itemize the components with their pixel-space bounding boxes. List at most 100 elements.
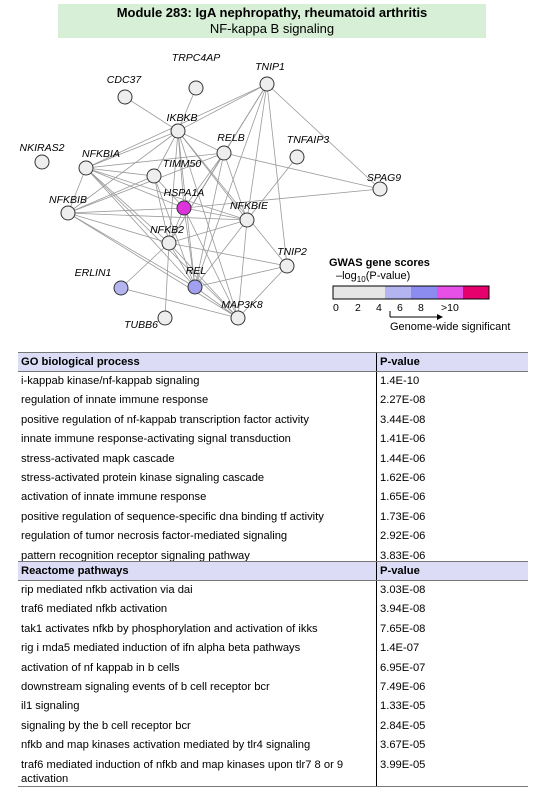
go-term: positive regulation of sequence-specific… — [21, 510, 324, 523]
legend-segment-3 — [411, 286, 438, 299]
node-label-nfkb2: NFKB2 — [150, 224, 184, 236]
legend-tick-2: 4 — [376, 302, 382, 314]
go-pvalue: 1.4E-10 — [376, 371, 528, 392]
go-process-table: GO biological process P-value i-kappab k… — [18, 352, 528, 567]
node-label-cdc37: CDC37 — [107, 74, 143, 86]
legend-subtitle: –log10(P-value) — [336, 270, 410, 284]
reactome-table: Reactome pathways P-value rip mediated n… — [18, 561, 528, 787]
edge-ikbkb-relb — [177, 130, 225, 154]
go-term: activation of innate immune response — [21, 491, 207, 504]
edge-ikbkb-nfkb2 — [168, 130, 179, 244]
node-nfkbie — [239, 212, 255, 228]
go-term: regulation of tumor necrosis factor-medi… — [21, 530, 288, 543]
edge-cdc37-ikbkb — [124, 96, 179, 132]
go-pvalue: 1.73E-06 — [376, 507, 528, 528]
node-nfkbib — [60, 205, 76, 221]
node-tubb6 — [157, 310, 173, 326]
reactome-pvalue: 1.33E-05 — [376, 697, 528, 717]
edge-nfkbia-rel — [85, 167, 196, 288]
legend-note: Genome-wide significant — [390, 321, 510, 333]
node-spag9 — [372, 181, 388, 197]
reactome-term: tak1 activates nfkb by phosphorylation a… — [21, 622, 318, 635]
go-term: innate immune response-activating signal… — [21, 433, 291, 446]
go-term: stress-activated protein kinase signalin… — [21, 471, 265, 484]
reactome-term: downstream signaling events of b cell re… — [21, 680, 270, 693]
legend-segment-4 — [437, 286, 464, 299]
node-label-map3k8: MAP3K8 — [221, 299, 263, 311]
go-pvalue: 1.62E-06 — [376, 468, 528, 489]
edge-tnip1-nfkbie — [246, 83, 268, 221]
node-tnip1 — [259, 76, 275, 92]
node-rel — [187, 279, 203, 295]
legend-tick-3: 6 — [397, 302, 403, 314]
go-pvalue: 3.44E-08 — [376, 410, 528, 431]
node-label-erlin1: ERLIN1 — [75, 267, 112, 279]
module-header: Module 283: IgA nephropathy, rheumatoid … — [58, 4, 486, 38]
reactome-row: activation of nf kappab in b cells 6.95E-… — [18, 658, 528, 678]
reactome-pvalue: 1.4E-07 — [376, 639, 528, 659]
go-row: positive regulation of nf-kappab transcr… — [18, 410, 528, 431]
edge-tnip1-relb — [223, 83, 268, 154]
module-title: Module 283: IgA nephropathy, rheumatoid … — [116, 5, 428, 20]
go-row: stress-activated mapk cascade 1.44E-06 — [18, 449, 528, 469]
legend-bar-outline — [332, 285, 490, 300]
legend-color-bar — [332, 285, 490, 300]
legend-segment-1 — [359, 286, 386, 299]
reactome-pvalue: 3.94E-08 — [376, 600, 528, 620]
go-term: regulation of innate immune response — [21, 394, 209, 407]
reactome-pvalue: 3.67E-05 — [376, 736, 528, 756]
reactome-pvalue: 6.95E-07 — [376, 658, 528, 678]
reactome-row: signaling by the b cell receptor bcr 2.84… — [18, 716, 528, 737]
edge-nfkbib-nfkbie — [67, 212, 248, 221]
node-label-tubb6: TUBB6 — [124, 319, 158, 331]
legend-segment-0 — [333, 286, 360, 299]
reactome-term: activation of nf kappab in b cells — [21, 661, 180, 674]
go-term: stress-activated mapk cascade — [21, 452, 175, 465]
reactome-pvalue: 7.49E-06 — [376, 677, 528, 698]
edge-nfkbia-nfkbib — [67, 167, 87, 214]
go-row: positive regulation of sequence-specific… — [18, 507, 528, 528]
node-hspa1a — [176, 200, 192, 216]
go-header-term: GO biological process — [18, 352, 377, 372]
reactome-term: rip mediated nfkb activation via dai — [21, 584, 193, 596]
edge-hspa1a-nfkbib — [67, 207, 185, 214]
gene-network: TRPC4AP TNIP1 CDC37 IKBKB RELB TNFAIP3 NKIRAS2… — [20, 52, 511, 333]
reactome-row: tak1 activates nfkb by phosphorylation a… — [18, 619, 528, 640]
edge-tnip1-ikbkb — [177, 83, 268, 132]
reactome-pvalue: 3.99E-05 — [376, 755, 528, 787]
edge-tnip2-map3k8 — [237, 265, 288, 319]
edge-nfkbib-rel — [67, 212, 196, 288]
node-label-hspa1a: HSPA1A — [164, 187, 205, 199]
node-timm50 — [146, 168, 162, 184]
edge-relb-rel — [194, 152, 225, 288]
edge-relb-nfkbia — [85, 152, 225, 169]
go-pvalue: 2.27E-08 — [376, 391, 528, 411]
node-label-nfkbia: NFKBIA — [82, 148, 120, 160]
node-label-tnfaip3: TNFAIP3 — [287, 134, 330, 146]
edge-timm50-nfkbib — [67, 175, 155, 214]
edge-tnip1-spag9 — [266, 83, 381, 190]
reactome-term: nfkb and map kinases activation mediated… — [21, 739, 311, 752]
edge-ikbkb-nfkbia — [85, 130, 179, 169]
edge-relb-spag9 — [223, 152, 381, 190]
edge-ikbkb-tnip2 — [177, 130, 288, 267]
reactome-pvalue: 3.03E-08 — [376, 580, 528, 601]
edge-nfkb2-erlin1 — [120, 242, 170, 289]
node-nfkbia — [78, 160, 94, 176]
edge-nfkbia-hspa1a — [85, 167, 185, 209]
node-label-tnip1: TNIP1 — [255, 61, 285, 73]
node-trpc4ap — [188, 80, 204, 96]
legend-ticks: 0 2 4 6 8 >10 — [333, 302, 459, 314]
go-row: activation of innate immune response 1.65… — [18, 488, 528, 508]
edge-nfkbib-map3k8 — [67, 212, 239, 319]
legend-tick-0: 0 — [333, 302, 339, 314]
go-pvalue: 1.65E-06 — [376, 488, 528, 508]
reactome-row: traf6 mediated nfkb activation 3.94E-08 — [18, 600, 528, 620]
go-pvalue: 1.41E-06 — [376, 430, 528, 450]
node-relb — [216, 145, 232, 161]
reactome-header-term: Reactome pathways — [18, 561, 377, 581]
node-label-nfkbib: NFKBIB — [49, 194, 87, 206]
node-tnfaip3 — [289, 149, 305, 165]
node-label-timm50: TIMM50 — [163, 158, 202, 170]
node-label-ikbkb: IKBKB — [167, 112, 198, 124]
